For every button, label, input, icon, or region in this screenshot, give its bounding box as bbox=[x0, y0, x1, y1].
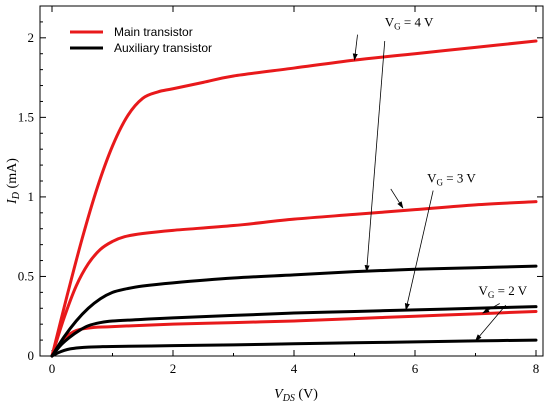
y-tick-label: 0 bbox=[28, 348, 35, 363]
annotation-arrow bbox=[390, 188, 404, 209]
y-tick-label: 1 bbox=[28, 189, 35, 204]
annotation-arrow bbox=[352, 34, 358, 61]
legend-label-aux: Auxiliary transistor bbox=[114, 41, 212, 55]
axis-ticks: 0 2 4 6 8 0 0.5 1 1.5 2 bbox=[18, 6, 543, 376]
legend-label-main: Main transistor bbox=[114, 25, 193, 39]
annotation-layer: VG = 4 V VG = 3 V VG = 2 V bbox=[352, 15, 528, 342]
series-layer bbox=[50, 39, 538, 358]
vg-annotation-label: VG = 2 V bbox=[479, 283, 528, 300]
y-tick-label: 1.5 bbox=[18, 109, 34, 124]
annotation-arrow bbox=[475, 304, 507, 342]
main-series-line-0 bbox=[50, 39, 538, 358]
main-series-line-2 bbox=[50, 309, 538, 358]
x-tick-label: 4 bbox=[291, 361, 298, 376]
x-tick-label: 0 bbox=[49, 361, 56, 376]
x-tick-label: 8 bbox=[533, 361, 540, 376]
y-axis-title: ID (mA) bbox=[5, 158, 22, 205]
y-tick-label: 0.5 bbox=[18, 268, 34, 283]
x-tick-label: 2 bbox=[170, 361, 177, 376]
x-tick-label: 6 bbox=[412, 361, 419, 376]
legend: Main transistor Auxiliary transistor bbox=[70, 25, 212, 55]
aux-series-line-4 bbox=[50, 305, 538, 358]
vg-annotation-label: VG = 3 V bbox=[427, 171, 476, 188]
annotation-arrow bbox=[364, 40, 386, 273]
annotation-arrow bbox=[404, 190, 434, 311]
aux-series-line-3 bbox=[50, 264, 538, 358]
annotation-arrow bbox=[482, 303, 500, 314]
y-tick-label: 2 bbox=[28, 30, 35, 45]
x-axis-title: VDS (V) bbox=[274, 387, 318, 404]
aux-series-line-5 bbox=[50, 338, 538, 358]
main-series-line-1 bbox=[50, 200, 538, 358]
vg-annotation-label: VG = 4 V bbox=[385, 15, 434, 32]
